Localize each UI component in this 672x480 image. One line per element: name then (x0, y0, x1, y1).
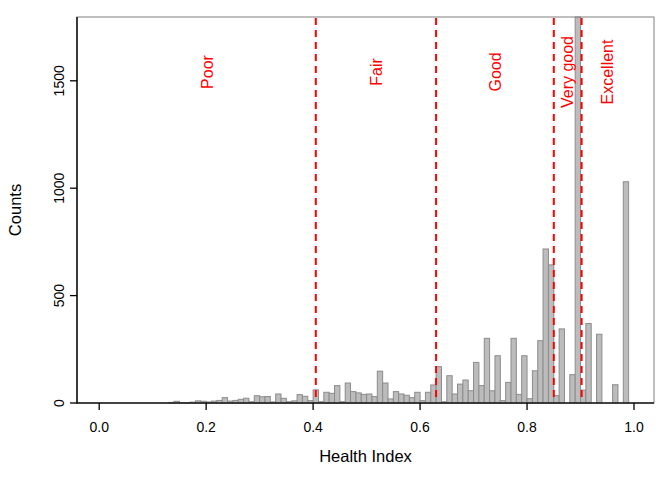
histogram-bar (495, 356, 500, 403)
histogram-bar (356, 393, 361, 403)
histogram-bar (415, 392, 420, 403)
histogram-bar (479, 386, 484, 403)
histogram-bar (399, 394, 404, 403)
histogram-svg: 0.0 0.2 0.4 0.6 0.8 1.0 0 500 1000 1500 Poor Fair G… (0, 0, 672, 480)
histogram-bar (302, 396, 307, 403)
histogram-bar (468, 391, 473, 403)
histogram-bar (559, 329, 564, 403)
histogram-bar (335, 386, 340, 403)
histogram-bar (351, 392, 356, 403)
y-tick-label: 1000 (51, 172, 67, 203)
histogram-bar (425, 392, 430, 403)
histogram-bar (254, 396, 259, 403)
region-label: Poor (199, 54, 216, 88)
x-tick-label: 0.0 (89, 419, 109, 435)
histogram-bar (511, 338, 516, 403)
histogram-bar (463, 380, 468, 403)
y-axis-title: Counts (6, 184, 24, 236)
histogram-bar (490, 391, 495, 403)
histogram-bar (506, 382, 511, 403)
y-tick-label: 0 (51, 399, 67, 407)
histogram-bar (222, 398, 227, 403)
x-axis-title: Health Index (319, 447, 412, 465)
histogram-bar (586, 324, 591, 403)
histogram-bar (452, 394, 457, 403)
histogram-bar (367, 394, 372, 403)
histogram-bar (372, 397, 377, 403)
histogram-bar (597, 334, 602, 403)
region-label: Good (487, 52, 504, 91)
histogram-bar (409, 398, 414, 403)
histogram-bar (345, 383, 350, 403)
histogram-bar (393, 392, 398, 403)
y-tick-label: 500 (51, 284, 67, 308)
histogram-bar (297, 395, 302, 403)
x-tick-label: 0.6 (410, 419, 430, 435)
histogram-bar (613, 385, 618, 403)
x-tick-label: 0.4 (303, 419, 323, 435)
histogram-bar (570, 375, 575, 403)
histogram-bar (538, 341, 543, 403)
region-label: Fair (368, 58, 385, 86)
histogram-bar (404, 395, 409, 403)
y-tick-label: 1500 (51, 65, 67, 96)
histogram-bar (361, 394, 366, 403)
histogram-bar (522, 356, 527, 403)
histogram-bar (543, 249, 548, 403)
histogram-bar (447, 376, 452, 403)
histogram-bar (377, 371, 382, 403)
histogram-bar (260, 397, 265, 403)
histogram-bar (532, 371, 537, 403)
histogram-bar (474, 362, 479, 403)
x-tick-label: 1.0 (624, 419, 644, 435)
region-label: Excellent (599, 39, 616, 104)
x-tick-label: 0.2 (196, 419, 216, 435)
histogram-bar (623, 182, 628, 403)
histogram-bar (324, 392, 329, 403)
histogram-bar (484, 338, 489, 403)
histogram-bar (329, 393, 334, 403)
histogram-bar (265, 397, 270, 403)
region-label: Very good (559, 36, 576, 108)
histogram-bar (516, 394, 521, 403)
histogram-bar (276, 394, 281, 403)
histogram-figure: 0.0 0.2 0.4 0.6 0.8 1.0 0 500 1000 1500 Poor Fair G… (0, 0, 672, 480)
histogram-bar (383, 383, 388, 403)
x-tick-label: 0.8 (517, 419, 537, 435)
histogram-bar (458, 384, 463, 403)
